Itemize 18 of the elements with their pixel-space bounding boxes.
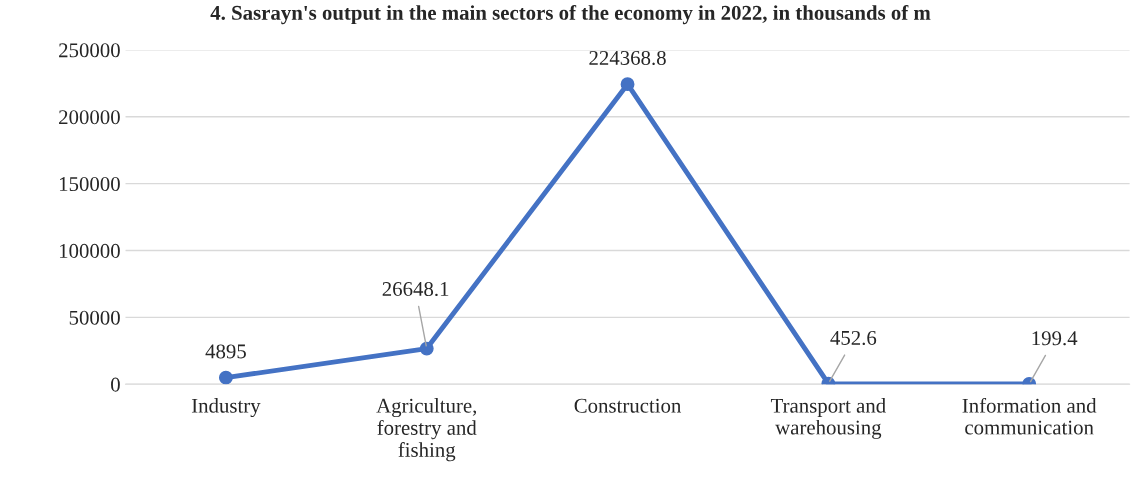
data-label: 26648.1 (382, 281, 449, 297)
data-label: 452.6 (830, 330, 877, 346)
chart-title: 4. Sasrayn's output in the main sectors of the economy in 2022, in thousands of m (210, 4, 931, 25)
x-tick-label: Agriculture, forestry and fishing (376, 398, 477, 462)
y-tick-label: 100000 (59, 243, 120, 258)
y-tick-label: 250000 (59, 43, 120, 58)
data-label: 199.4 (1032, 331, 1078, 346)
x-tick-label: Transport and warehousing (770, 398, 886, 439)
y-tick-label: 150000 (59, 177, 120, 192)
x-tick-label: Construction (574, 398, 682, 413)
data-label: 4895 (205, 344, 246, 359)
x-tick-label: Information and communication (962, 397, 1097, 435)
x-tick-label: Industry (191, 398, 261, 418)
y-tick-label: 200000 (59, 110, 120, 125)
point (620, 77, 635, 92)
y-tick-label: 50000 (69, 310, 120, 325)
y-tick-label: 0 (111, 377, 120, 392)
data-label: 224368.8 (589, 50, 666, 66)
